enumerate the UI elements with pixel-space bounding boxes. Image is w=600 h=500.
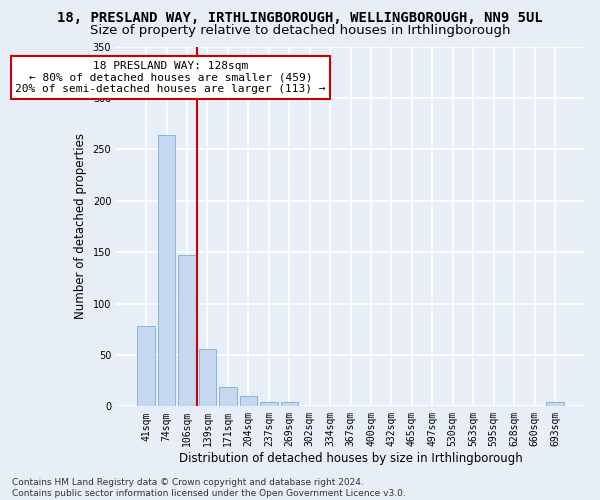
Bar bbox=[547, 402, 563, 406]
Text: Contains HM Land Registry data © Crown copyright and database right 2024.
Contai: Contains HM Land Registry data © Crown c… bbox=[12, 478, 406, 498]
Text: Size of property relative to detached houses in Irthlingborough: Size of property relative to detached ho… bbox=[90, 24, 510, 37]
Bar bbox=[260, 402, 278, 406]
X-axis label: Distribution of detached houses by size in Irthlingborough: Distribution of detached houses by size … bbox=[179, 452, 523, 465]
Y-axis label: Number of detached properties: Number of detached properties bbox=[74, 134, 87, 320]
Bar bbox=[281, 402, 298, 406]
Text: 18, PRESLAND WAY, IRTHLINGBOROUGH, WELLINGBOROUGH, NN9 5UL: 18, PRESLAND WAY, IRTHLINGBOROUGH, WELLI… bbox=[57, 11, 543, 25]
Bar bbox=[137, 326, 155, 406]
Bar bbox=[178, 255, 196, 406]
Bar bbox=[239, 396, 257, 406]
Bar bbox=[219, 387, 236, 406]
Bar bbox=[158, 135, 175, 406]
Text: 18 PRESLAND WAY: 128sqm
← 80% of detached houses are smaller (459)
20% of semi-d: 18 PRESLAND WAY: 128sqm ← 80% of detache… bbox=[16, 61, 326, 94]
Bar bbox=[199, 349, 216, 406]
